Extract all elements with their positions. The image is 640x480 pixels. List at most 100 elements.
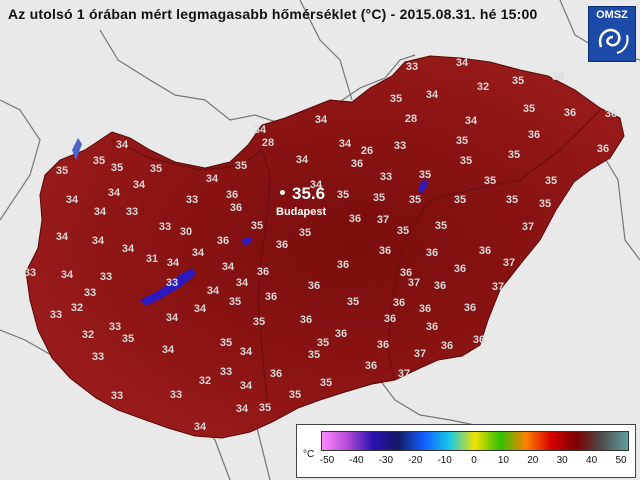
station-temperature: 34 (194, 421, 207, 433)
station-temperature: 36 (419, 303, 431, 315)
station-temperature: 36 (393, 297, 405, 309)
color-legend: °C -50 -40 -30 -20 -10 0 10 20 30 40 50 (296, 424, 636, 478)
danube-river-icon (111, 139, 271, 411)
station-temperature: 35 (456, 135, 468, 147)
station-temperature: 35 (111, 162, 123, 174)
station-temperature: 35 (337, 189, 349, 201)
station-temperature: 34 (116, 139, 129, 151)
station-temperature: 34 (339, 138, 352, 150)
station-temperature: 36 (276, 239, 288, 251)
lake-neusiedl-icon (72, 138, 82, 160)
station-temperature: 36 (351, 158, 363, 170)
legend-tick-label: -50 (319, 455, 335, 466)
station-temperature: 26 (361, 145, 373, 157)
station-temperature: 37 (377, 214, 389, 226)
station-temperature: 32 (82, 329, 94, 341)
budapest-label: Budapest (276, 206, 327, 218)
station-temperature: 34 (66, 194, 79, 206)
station-temperature: 35 (235, 160, 247, 172)
water-features (72, 109, 601, 411)
station-temperature: 35 (259, 402, 271, 414)
station-temperature: 34 (315, 114, 328, 126)
station-temperature: 36 (564, 107, 576, 119)
legend-tick-label: 0 (471, 455, 477, 466)
station-temperature: 36 (349, 213, 361, 225)
station-temperature: 33 (170, 389, 182, 401)
station-temperature: 32 (199, 375, 211, 387)
station-temperature: 33 (380, 171, 392, 183)
legend-tick-label: -10 (437, 455, 452, 466)
station-temperature: 34 (240, 346, 253, 358)
station-temperature: 36 (552, 71, 564, 83)
station-temperature: 35 (317, 337, 329, 349)
station-temperature: 35 (320, 377, 332, 389)
station-temperature: 35 (409, 194, 421, 206)
station-temperature: 36 (528, 129, 540, 141)
border-inner (299, 0, 353, 101)
legend-tick-label: -30 (378, 455, 394, 466)
border-west (0, 99, 41, 221)
station-temperature: 36 (337, 259, 349, 271)
legend-tick-label: 40 (586, 455, 598, 466)
station-temperature: 35 (512, 75, 524, 87)
budapest-dot-icon (280, 190, 285, 195)
legend-tick-label: 20 (527, 455, 539, 466)
station-temperature: 35 (308, 349, 320, 361)
station-temperature: 34 (296, 154, 309, 166)
station-temperature: 35 (150, 163, 162, 175)
omsz-swirl-icon (598, 28, 629, 54)
tisza-river-icon (387, 109, 601, 381)
station-temperature: 36 (434, 280, 446, 292)
station-temperature: 33 (159, 221, 171, 233)
logo-text: OMSZ (596, 9, 628, 21)
budapest-value: 35.6 (292, 184, 326, 203)
station-temperature: 34 (133, 179, 146, 191)
station-temperature: 36 (400, 267, 412, 279)
legend-tick-label: -40 (349, 455, 364, 466)
station-temperature: 36 (454, 263, 466, 275)
station-temperature: 35 (56, 165, 68, 177)
station-temperature: 37 (492, 281, 504, 293)
station-temperature: 35 (545, 175, 557, 187)
station-temperature: 35 (373, 192, 385, 204)
station-temperature: 35 (229, 296, 241, 308)
station-temperature: 32 (477, 81, 489, 93)
station-temperature: 34 (192, 247, 205, 259)
station-temperature: 35 (251, 220, 263, 232)
station-temperature: 34 (426, 89, 439, 101)
station-temperature: 36 (257, 266, 269, 278)
lake-tisza-icon (418, 178, 428, 194)
station-temperature: 34 (236, 277, 249, 289)
station-temperature: 36 (384, 313, 396, 325)
border-east-b (599, 149, 640, 261)
station-temperature: 33 (126, 206, 138, 218)
station-temperature: 36 (597, 143, 609, 155)
station-temperature: 37 (503, 257, 515, 269)
station-temperature: 35 (289, 389, 301, 401)
station-temperature: 36 (379, 245, 391, 257)
station-temperature: 36 (479, 245, 491, 257)
station-temperature: 34 (236, 403, 249, 415)
station-temperature: 34 (456, 57, 469, 69)
station-temperature: 34 (167, 257, 180, 269)
station-temperature: 35 (506, 194, 518, 206)
station-temperature: 35 (454, 194, 466, 206)
station-temperature: 33 (394, 140, 406, 152)
station-temperature: 33 (111, 390, 123, 402)
border-north (99, 29, 416, 126)
omsz-logo: OMSZ (588, 6, 636, 62)
station-temperature: 34 (310, 179, 323, 191)
country-shape (25, 55, 625, 439)
station-temperature: 35 (253, 316, 265, 328)
station-temperature: 33 (84, 287, 96, 299)
station-temperature: 36 (335, 328, 347, 340)
station-temperature: 35 (460, 155, 472, 167)
station-temperature: 35 (347, 296, 359, 308)
station-temperature: 33 (186, 194, 198, 206)
station-temperature: 36 (377, 339, 389, 351)
station-temperature: 33 (166, 277, 178, 289)
station-temperature: 37 (522, 221, 534, 233)
station-temperature: 36 (426, 247, 438, 259)
